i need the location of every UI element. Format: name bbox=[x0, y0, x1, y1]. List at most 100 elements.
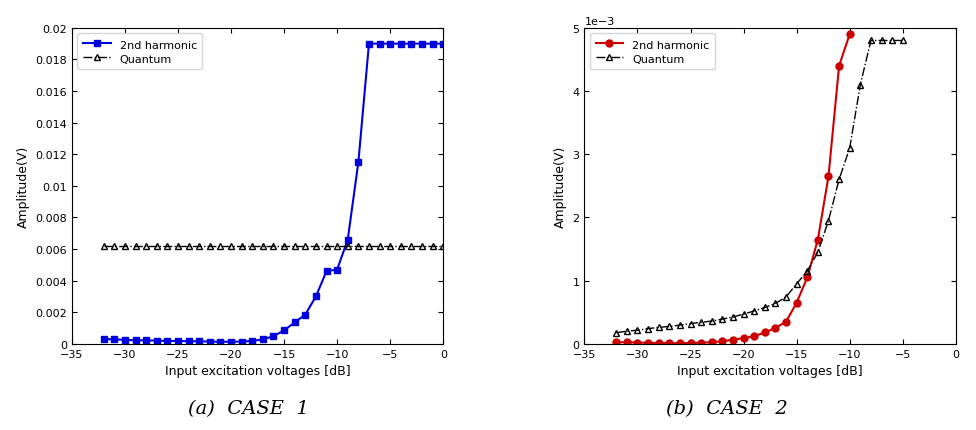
2nd harmonic bbox=[823, 174, 834, 179]
2nd harmonic bbox=[374, 42, 386, 47]
2nd harmonic bbox=[642, 341, 654, 346]
Quantum bbox=[685, 321, 697, 326]
2nd harmonic bbox=[267, 334, 279, 339]
Quantum bbox=[801, 269, 813, 274]
2nd harmonic bbox=[172, 338, 183, 344]
2nd harmonic bbox=[437, 42, 449, 47]
Quantum bbox=[812, 250, 824, 255]
2nd harmonic bbox=[108, 337, 120, 342]
2nd harmonic bbox=[695, 340, 707, 345]
Quantum bbox=[823, 218, 834, 224]
2nd harmonic bbox=[727, 337, 739, 342]
Line: Quantum: Quantum bbox=[613, 38, 907, 336]
2nd harmonic bbox=[706, 340, 717, 345]
Quantum bbox=[695, 320, 707, 325]
2nd harmonic bbox=[801, 275, 813, 280]
Quantum bbox=[844, 146, 856, 151]
Quantum bbox=[875, 39, 887, 44]
Legend: 2nd harmonic, Quantum: 2nd harmonic, Quantum bbox=[77, 34, 202, 70]
2nd harmonic bbox=[844, 33, 856, 38]
2nd harmonic bbox=[193, 339, 205, 344]
Quantum bbox=[257, 244, 268, 249]
Line: 2nd harmonic: 2nd harmonic bbox=[101, 41, 447, 345]
2nd harmonic bbox=[204, 339, 216, 344]
2nd harmonic bbox=[161, 338, 173, 344]
Quantum bbox=[215, 244, 226, 249]
Quantum bbox=[385, 244, 396, 249]
Line: 2nd harmonic: 2nd harmonic bbox=[613, 32, 853, 347]
2nd harmonic bbox=[738, 336, 750, 341]
2nd harmonic bbox=[653, 341, 665, 346]
Quantum bbox=[886, 39, 898, 44]
Quantum bbox=[738, 312, 750, 317]
2nd harmonic bbox=[812, 237, 824, 243]
2nd harmonic bbox=[621, 340, 632, 345]
2nd harmonic bbox=[780, 319, 792, 325]
Text: (a)  CASE  1: (a) CASE 1 bbox=[188, 399, 309, 417]
Quantum bbox=[674, 323, 686, 328]
Quantum bbox=[151, 244, 163, 249]
2nd harmonic bbox=[342, 237, 353, 243]
2nd harmonic bbox=[834, 64, 845, 69]
Quantum bbox=[749, 309, 760, 314]
2nd harmonic bbox=[395, 42, 407, 47]
Quantum bbox=[108, 244, 120, 249]
Quantum bbox=[300, 244, 311, 249]
2nd harmonic bbox=[685, 341, 697, 346]
X-axis label: Input excitation voltages [dB]: Input excitation voltages [dB] bbox=[165, 364, 350, 378]
2nd harmonic bbox=[300, 312, 311, 317]
Quantum bbox=[204, 244, 216, 249]
2nd harmonic bbox=[716, 339, 728, 344]
2nd harmonic bbox=[416, 42, 427, 47]
Quantum bbox=[610, 330, 622, 335]
Quantum bbox=[193, 244, 205, 249]
Quantum bbox=[342, 244, 353, 249]
Quantum bbox=[759, 305, 771, 310]
2nd harmonic bbox=[427, 42, 438, 47]
Quantum bbox=[119, 244, 131, 249]
Quantum bbox=[865, 39, 876, 44]
Quantum bbox=[791, 282, 802, 287]
Quantum bbox=[854, 83, 866, 88]
2nd harmonic bbox=[119, 338, 131, 343]
2nd harmonic bbox=[215, 339, 226, 344]
2nd harmonic bbox=[236, 339, 248, 344]
Quantum bbox=[289, 244, 301, 249]
Quantum bbox=[141, 244, 152, 249]
Legend: 2nd harmonic, Quantum: 2nd harmonic, Quantum bbox=[590, 34, 715, 70]
Quantum bbox=[621, 329, 632, 334]
2nd harmonic bbox=[98, 337, 109, 342]
Quantum bbox=[664, 324, 675, 329]
Quantum bbox=[310, 244, 322, 249]
Quantum bbox=[236, 244, 248, 249]
Quantum bbox=[374, 244, 386, 249]
Quantum bbox=[769, 301, 781, 306]
2nd harmonic bbox=[225, 339, 237, 344]
2nd harmonic bbox=[321, 269, 333, 274]
2nd harmonic bbox=[363, 42, 375, 47]
Quantum bbox=[631, 328, 643, 333]
2nd harmonic bbox=[310, 294, 322, 299]
Quantum bbox=[897, 39, 909, 44]
2nd harmonic bbox=[352, 160, 364, 165]
Y-axis label: Amplitude(V): Amplitude(V) bbox=[17, 145, 29, 227]
Quantum bbox=[161, 244, 173, 249]
2nd harmonic bbox=[759, 330, 771, 335]
Line: Quantum: Quantum bbox=[101, 243, 447, 250]
2nd harmonic bbox=[151, 338, 163, 344]
2nd harmonic bbox=[406, 42, 418, 47]
Quantum bbox=[716, 317, 728, 322]
2nd harmonic bbox=[385, 42, 396, 47]
Quantum bbox=[780, 295, 792, 300]
2nd harmonic bbox=[769, 326, 781, 331]
2nd harmonic bbox=[289, 320, 301, 326]
Quantum bbox=[834, 178, 845, 183]
Quantum bbox=[416, 244, 427, 249]
2nd harmonic bbox=[631, 340, 643, 345]
Quantum bbox=[642, 326, 654, 332]
Quantum bbox=[321, 244, 333, 249]
Quantum bbox=[406, 244, 418, 249]
Quantum bbox=[98, 244, 109, 249]
Quantum bbox=[172, 244, 183, 249]
2nd harmonic bbox=[664, 341, 675, 346]
